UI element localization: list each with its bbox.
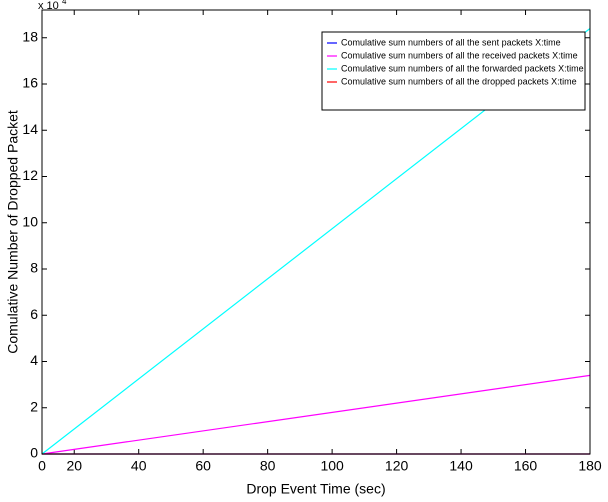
- y-exponent-power: 4: [62, 0, 67, 6]
- y-tick-label: 10: [22, 213, 38, 229]
- x-tick-label: 140: [449, 458, 473, 474]
- legend-box: [321, 31, 586, 111]
- x-tick-label: 60: [195, 458, 211, 474]
- y-tick-label: 18: [22, 28, 38, 44]
- y-exponent: x 10: [38, 0, 59, 12]
- y-tick-label: 4: [30, 352, 38, 368]
- data-line: [41, 374, 591, 455]
- y-axis-label: Comulative Number of Dropped Packet: [5, 110, 21, 354]
- x-tick-label: 160: [514, 458, 538, 474]
- x-tick-label: 180: [578, 458, 602, 474]
- y-tick-label: 12: [22, 167, 38, 183]
- legend-label: Comulative sum numbers of all the receiv…: [341, 50, 578, 60]
- y-tick-label: 6: [30, 306, 38, 322]
- x-tick-label: 20: [66, 458, 82, 474]
- x-axis-label: Drop Event Time (sec): [246, 481, 385, 497]
- legend-label: Comulative sum numbers of all the sent p…: [341, 37, 561, 47]
- legend-label: Comulative sum numbers of all the forwar…: [341, 63, 584, 73]
- y-tick-label: 16: [22, 75, 38, 91]
- x-tick-label: 40: [131, 458, 147, 474]
- x-tick-label: 120: [385, 458, 409, 474]
- legend: Comulative sum numbers of all the sent p…: [321, 31, 586, 111]
- y-tick-label: 0: [30, 445, 38, 461]
- plot-frame: [41, 9, 591, 455]
- y-tick-label: 14: [22, 121, 38, 137]
- y-tick-label: 8: [30, 260, 38, 276]
- x-tick-label: 0: [38, 458, 46, 474]
- legend-label: Comulative sum numbers of all the droppe…: [341, 76, 577, 86]
- y-tick-label: 2: [30, 398, 38, 414]
- x-tick-label: 80: [260, 458, 276, 474]
- x-tick-label: 100: [320, 458, 344, 474]
